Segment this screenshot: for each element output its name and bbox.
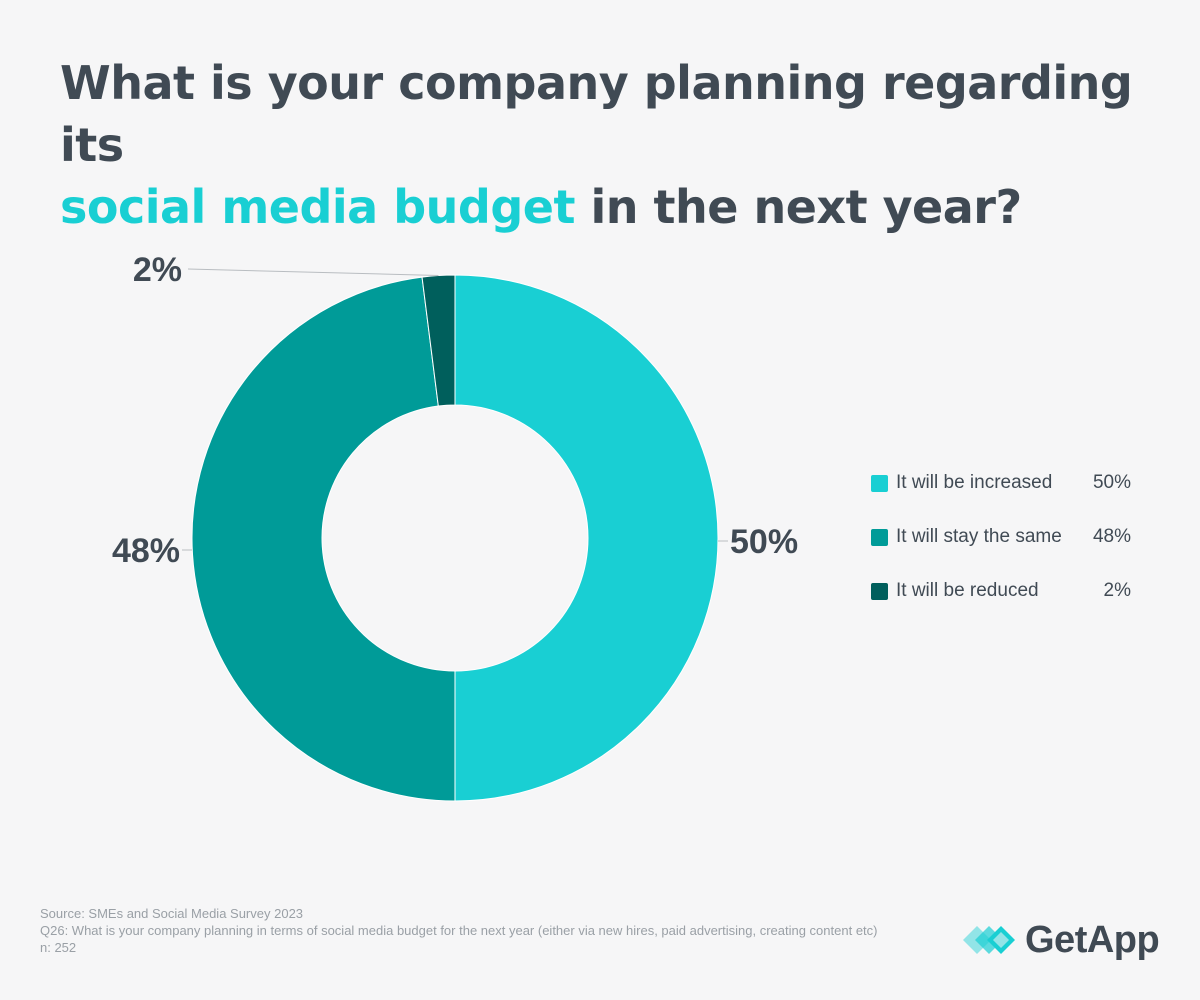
donut-slice-reduced [421, 274, 456, 407]
legend-value-reduced: 2% [1103, 580, 1131, 601]
legend-swatch-reduced [871, 582, 888, 600]
data-label-same: 48% [112, 532, 180, 570]
leader-line-reduced [187, 268, 439, 277]
legend-item-reduced: It will be reduced 2% [871, 576, 1131, 606]
donut-slice-increased [454, 274, 719, 802]
sample-size-note: n: 252 [40, 940, 77, 955]
legend-swatch-increased [871, 474, 888, 492]
legend-item-increased: It will be increased 50% [871, 468, 1131, 498]
legend-swatch-same [871, 528, 888, 546]
source-note: Source: SMEs and Social Media Survey 202… [40, 906, 304, 921]
legend-item-same: It will stay the same 48% [871, 522, 1131, 552]
legend-value-same: 48% [1092, 526, 1131, 547]
donut-slice-same [191, 276, 456, 802]
question-note: Q26: What is your company planning in te… [40, 923, 878, 938]
title-highlight: social media budget [60, 180, 575, 234]
footer-notes: Source: SMEs and Social Media Survey 202… [40, 905, 880, 956]
getapp-logo-icon [963, 926, 1015, 954]
chart-title: What is your company planning regarding … [60, 52, 1160, 238]
legend-value-increased: 50% [1092, 472, 1131, 493]
data-label-increased: 50% [730, 523, 798, 561]
title-part-1: What is your company planning regarding … [60, 56, 1133, 172]
title-part-2: in the next year? [590, 180, 1022, 234]
getapp-logo-text: GetApp [1025, 918, 1160, 961]
legend-label-increased: It will be increased [896, 472, 1053, 493]
data-label-reduced: 2% [133, 251, 182, 289]
legend-label-reduced: It will be reduced [896, 580, 1039, 601]
legend-label-same: It will stay the same [896, 526, 1062, 547]
getapp-logo: GetApp [963, 918, 1160, 962]
legend: It will be increased 50% It will stay th… [871, 468, 1131, 630]
